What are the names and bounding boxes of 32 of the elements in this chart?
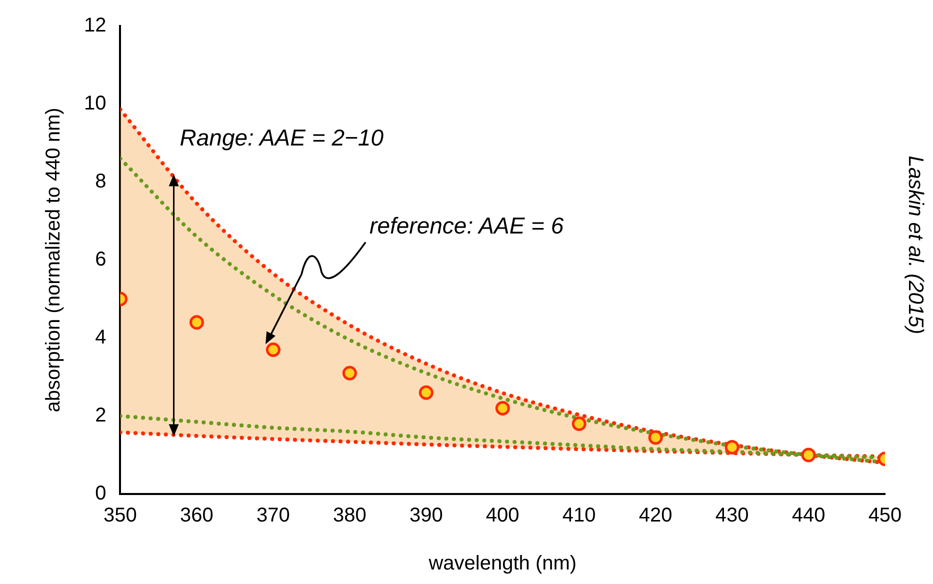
y-axis-title: absorption (normalized to 440 nm)	[42, 108, 65, 412]
y-tick-label: 10	[84, 92, 106, 115]
point	[801, 448, 816, 462]
point	[266, 342, 280, 357]
point	[648, 430, 663, 445]
x-tick-label: 390	[409, 504, 443, 527]
point	[418, 385, 434, 400]
x-tick-label: 440	[792, 504, 826, 527]
x-tick-label: 450	[868, 504, 902, 527]
x-tick-label: 370	[256, 504, 290, 527]
point	[572, 416, 586, 432]
x-tick-label: 420	[638, 504, 672, 527]
point	[495, 400, 510, 416]
y-tick-label: 0	[95, 482, 106, 505]
point	[724, 440, 740, 454]
annotation: Range: AAE = 2−10	[180, 124, 384, 152]
annotation: reference: AAE = 6	[370, 212, 564, 240]
y-tick-label: 2	[95, 404, 106, 427]
x-tick-label: 360	[180, 504, 214, 527]
x-axis-title: wavelength (nm)	[428, 552, 577, 575]
y-tick-label: 12	[84, 14, 106, 37]
text: Laskin et al. (2015)	[903, 156, 927, 334]
point	[342, 366, 357, 380]
x-tick-label: 380	[332, 504, 366, 527]
x-tick-label: 430	[715, 504, 749, 527]
x-tick-label: 350	[104, 504, 137, 527]
x-tick-label: 410	[562, 504, 596, 527]
y-tick-label: 6	[95, 248, 106, 271]
y-tick-label: 4	[95, 326, 106, 349]
x-tick-label: 400	[486, 504, 520, 527]
y-tick-label: 8	[95, 170, 106, 193]
point	[189, 315, 204, 330]
